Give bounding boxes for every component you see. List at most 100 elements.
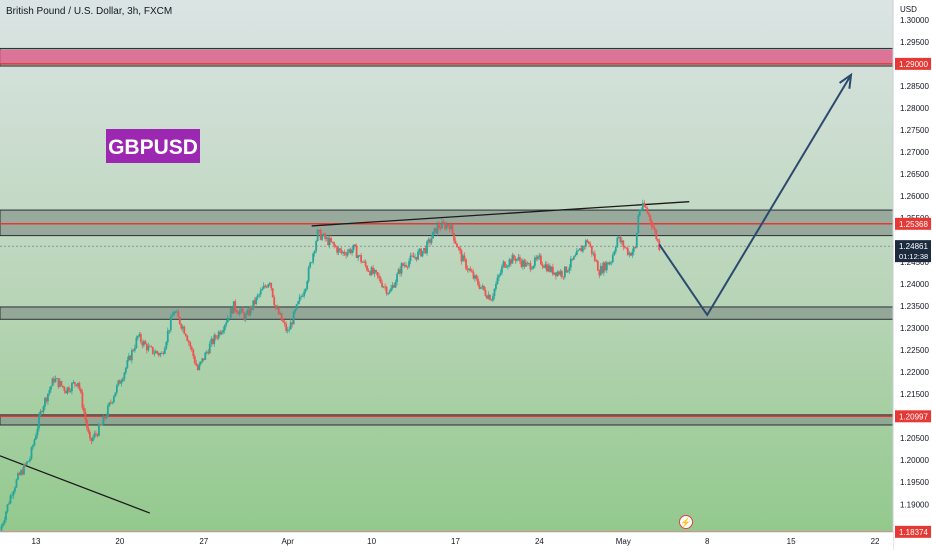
candle-body-177 — [265, 286, 268, 288]
candle-body-96 — [144, 341, 147, 345]
candle-body-376 — [563, 266, 566, 278]
resistance-top-badge[interactable] — [895, 57, 931, 70]
current-price-badge[interactable] — [895, 240, 931, 263]
candle-body-77 — [115, 385, 118, 393]
zone-2[interactable] — [0, 306, 894, 320]
candle-body-304 — [456, 243, 458, 248]
candle-body-23 — [35, 435, 37, 440]
candle-body-244 — [366, 266, 368, 271]
candle-body-369 — [553, 272, 556, 275]
candle-body-227 — [340, 249, 343, 254]
candle-body-338 — [507, 265, 509, 267]
candle-body-147 — [220, 332, 223, 335]
candle-body-325 — [487, 294, 490, 299]
trendline-0[interactable] — [311, 201, 690, 227]
candle-body-181 — [271, 288, 274, 298]
candle-body-318 — [477, 278, 479, 285]
candle-body-347 — [520, 261, 523, 267]
candle-body-253 — [379, 277, 382, 283]
candle-body-285 — [427, 239, 430, 242]
candle-body-334 — [501, 266, 503, 273]
candle-body-171 — [256, 295, 259, 298]
candle-body-20 — [30, 447, 33, 459]
candle-body-280 — [420, 248, 422, 257]
time-axis[interactable] — [0, 532, 893, 550]
projection-path[interactable] — [658, 74, 852, 317]
candle-body-270 — [405, 264, 407, 267]
candle-body-322 — [483, 285, 485, 291]
candle-body-430 — [644, 206, 647, 209]
candle-body-182 — [273, 297, 276, 306]
candle-body-151 — [226, 318, 229, 323]
candle-body-178 — [267, 284, 270, 288]
candle-body-286 — [429, 239, 431, 243]
candle-body-138 — [207, 351, 210, 354]
candle-body-173 — [259, 290, 262, 295]
candle-body-275 — [412, 255, 415, 258]
candle-body-303 — [454, 240, 457, 244]
candle-body-254 — [381, 282, 383, 288]
candle-body-218 — [327, 237, 330, 246]
candle-body-357 — [535, 257, 538, 260]
candle-body-184 — [276, 308, 279, 309]
candle-body-344 — [516, 258, 518, 261]
candle-body-324 — [486, 295, 488, 299]
candle-body-24 — [36, 428, 39, 436]
candle-body-400 — [599, 265, 602, 276]
candle-body-319 — [478, 284, 481, 289]
candle-body-66 — [99, 424, 102, 426]
candle-body-75 — [112, 396, 115, 403]
candle-body-331 — [496, 277, 499, 285]
candle-body-12 — [18, 473, 21, 475]
candle-body-398 — [596, 261, 599, 271]
candle-body-106 — [159, 353, 162, 356]
candle-body-313 — [469, 268, 472, 271]
candle-body-103 — [154, 351, 157, 354]
candle-body-235 — [352, 244, 355, 250]
candle-body-255 — [382, 286, 385, 288]
flash-icon[interactable] — [679, 515, 693, 529]
x-tick-label: Apr — [281, 537, 294, 546]
candle-body-350 — [525, 262, 527, 267]
candle-body-97 — [145, 344, 148, 351]
candle-body-261 — [391, 285, 394, 289]
candle-body-314 — [471, 270, 473, 273]
candle-body-183 — [274, 305, 277, 309]
candle-body-423 — [634, 247, 637, 248]
candle-body-159 — [238, 310, 241, 315]
candle-body-438 — [656, 239, 659, 241]
candle-body-134 — [201, 358, 204, 362]
candle-body-42 — [63, 387, 66, 391]
resistance-mid-badge[interactable] — [895, 217, 931, 230]
candle-body-105 — [157, 353, 160, 356]
candle-body-186 — [279, 313, 282, 315]
candle-body-305 — [457, 247, 460, 249]
support-bottom-badge-text: 1.18374 — [899, 528, 928, 537]
candle-body-98 — [147, 346, 150, 351]
support-mid-badge[interactable] — [895, 410, 931, 423]
candle-body-410 — [614, 247, 617, 252]
candle-body-268 — [402, 263, 404, 266]
symbol-title: British Pound / U.S. Dollar, 3h, FXCM — [6, 6, 172, 17]
y-tick-label: 1.29500 — [900, 38, 929, 47]
candle-body-393 — [589, 243, 592, 247]
candle-body-104 — [156, 351, 159, 354]
candle-body-59 — [88, 432, 91, 438]
y-tick-label: 1.30000 — [900, 16, 929, 25]
candle-body-32 — [48, 389, 51, 394]
candle-body-258 — [387, 293, 389, 295]
current-price-text: 1.24861 — [899, 242, 928, 251]
candle-body-7 — [11, 495, 13, 497]
candle-body-274 — [411, 255, 413, 257]
candle-body-174 — [261, 288, 264, 291]
trendline-1[interactable] — [0, 455, 151, 514]
candle-body-431 — [646, 208, 649, 213]
y-tick-label: 1.27000 — [900, 148, 929, 157]
support-bottom-badge[interactable] — [895, 525, 931, 538]
candle-body-341 — [511, 255, 514, 264]
candle-body-146 — [219, 331, 222, 335]
price-axis[interactable] — [893, 0, 932, 550]
candle-body-220 — [330, 238, 333, 242]
